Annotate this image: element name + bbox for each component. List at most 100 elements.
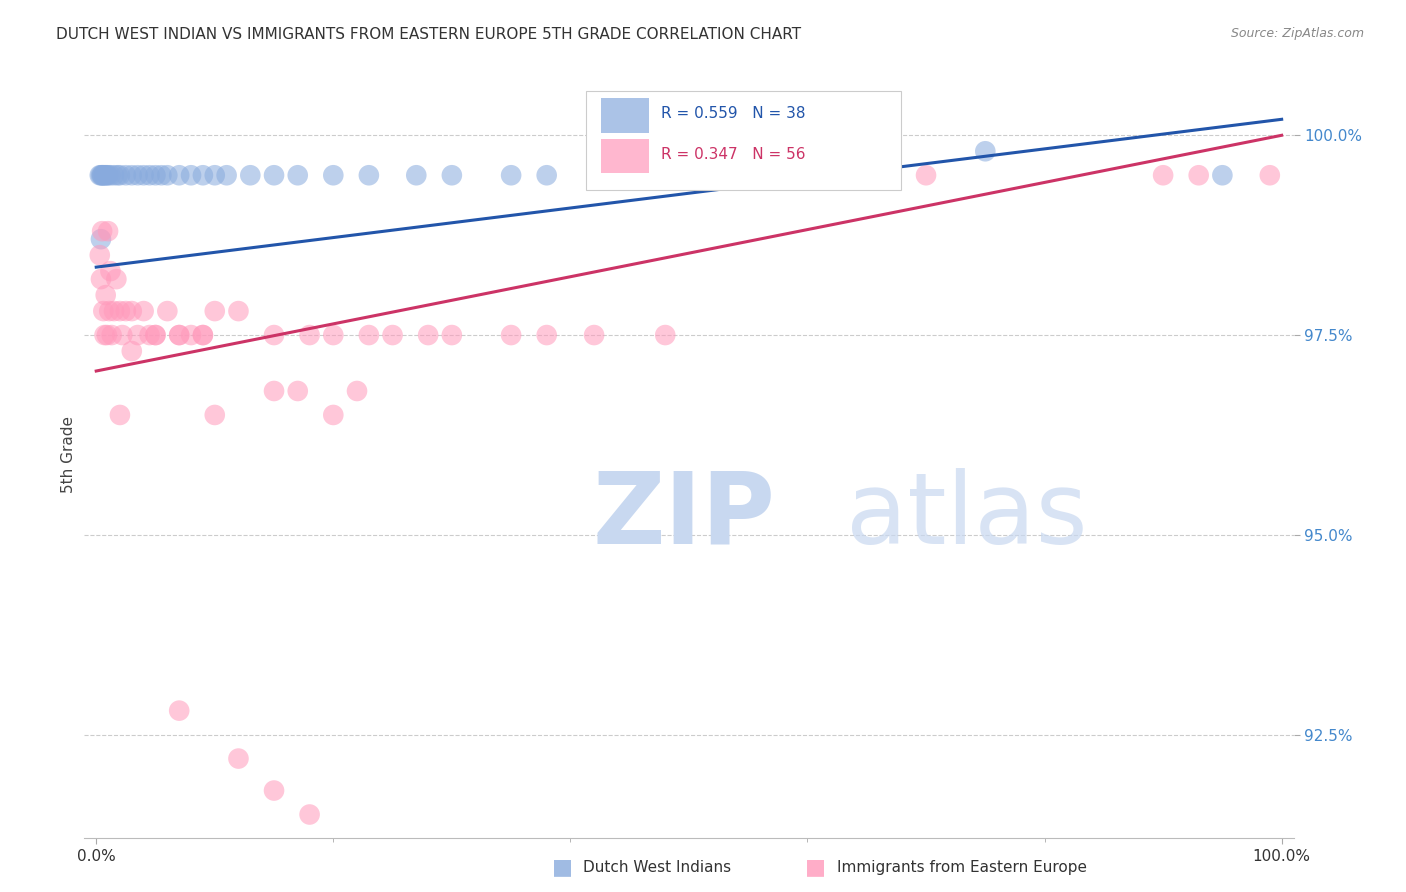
Point — [536, 328, 558, 343]
Point — [100, 264, 122, 278]
Point — [536, 168, 558, 182]
Point — [156, 168, 179, 182]
Point — [115, 304, 138, 318]
Point — [103, 304, 125, 318]
Point — [108, 304, 131, 318]
Point — [103, 168, 125, 182]
Point — [357, 168, 380, 182]
Text: ■: ■ — [806, 857, 825, 877]
Point — [228, 304, 250, 318]
Point — [121, 344, 143, 359]
FancyBboxPatch shape — [586, 91, 901, 190]
Text: Immigrants from Eastern Europe: Immigrants from Eastern Europe — [837, 860, 1087, 874]
Point — [654, 328, 676, 343]
Point — [132, 304, 155, 318]
Point — [105, 272, 128, 286]
Point — [90, 272, 112, 286]
Point — [239, 168, 262, 182]
Point — [346, 384, 368, 398]
Point — [100, 168, 122, 182]
Point — [501, 168, 523, 182]
Point — [93, 328, 115, 343]
Point — [215, 168, 238, 182]
Point — [263, 328, 285, 343]
Point — [381, 328, 404, 343]
Point — [96, 168, 118, 182]
Point — [145, 328, 167, 343]
Point — [1258, 168, 1281, 182]
Point — [1188, 168, 1211, 182]
Point — [298, 328, 321, 343]
Point — [167, 704, 190, 718]
Point — [298, 807, 321, 822]
Point — [108, 408, 131, 422]
Point — [440, 328, 463, 343]
Point — [204, 304, 226, 318]
Point — [1152, 168, 1174, 182]
Text: DUTCH WEST INDIAN VS IMMIGRANTS FROM EASTERN EUROPE 5TH GRADE CORRELATION CHART: DUTCH WEST INDIAN VS IMMIGRANTS FROM EAS… — [56, 27, 801, 42]
Point — [100, 328, 122, 343]
Point — [204, 408, 226, 422]
Point — [111, 328, 134, 343]
Point — [357, 328, 380, 343]
Point — [93, 168, 115, 182]
Point — [915, 168, 938, 182]
Point — [322, 408, 344, 422]
Text: R = 0.559   N = 38: R = 0.559 N = 38 — [661, 106, 806, 121]
Point — [91, 168, 114, 182]
Point — [91, 168, 114, 182]
Point — [108, 168, 131, 182]
Point — [90, 232, 112, 246]
FancyBboxPatch shape — [600, 98, 650, 133]
Point — [204, 168, 226, 182]
Point — [138, 168, 160, 182]
Point — [263, 168, 285, 182]
Point — [180, 168, 202, 182]
Point — [974, 145, 997, 159]
Point — [91, 224, 114, 238]
Point — [287, 384, 309, 398]
Point — [98, 304, 121, 318]
Text: ■: ■ — [553, 857, 572, 877]
Point — [132, 168, 155, 182]
Point — [107, 168, 129, 182]
Point — [167, 168, 190, 182]
Point — [97, 224, 120, 238]
Point — [94, 168, 117, 182]
Point — [115, 168, 138, 182]
Text: Source: ZipAtlas.com: Source: ZipAtlas.com — [1230, 27, 1364, 40]
Point — [418, 328, 440, 343]
Point — [121, 168, 143, 182]
Point — [263, 384, 285, 398]
Point — [138, 328, 160, 343]
Point — [127, 328, 149, 343]
Point — [89, 168, 111, 182]
Point — [91, 304, 114, 318]
Point — [191, 168, 214, 182]
Y-axis label: 5th Grade: 5th Grade — [60, 417, 76, 493]
Text: Dutch West Indians: Dutch West Indians — [583, 860, 731, 874]
Point — [90, 168, 112, 182]
Point — [1211, 168, 1233, 182]
Point — [145, 328, 167, 343]
Text: ZIP: ZIP — [592, 467, 775, 565]
Point — [322, 168, 344, 182]
Point — [91, 168, 114, 182]
Point — [263, 783, 285, 797]
Point — [191, 328, 214, 343]
Point — [167, 328, 190, 343]
Point — [150, 168, 173, 182]
Point — [94, 288, 117, 302]
Point — [127, 168, 149, 182]
Text: atlas: atlas — [846, 467, 1088, 565]
Point — [440, 168, 463, 182]
Point — [322, 328, 344, 343]
Point — [167, 328, 190, 343]
Point — [501, 328, 523, 343]
Point — [145, 168, 167, 182]
Point — [180, 328, 202, 343]
Point — [191, 328, 214, 343]
Text: R = 0.347   N = 56: R = 0.347 N = 56 — [661, 146, 806, 161]
Point — [228, 751, 250, 765]
Point — [89, 248, 111, 262]
